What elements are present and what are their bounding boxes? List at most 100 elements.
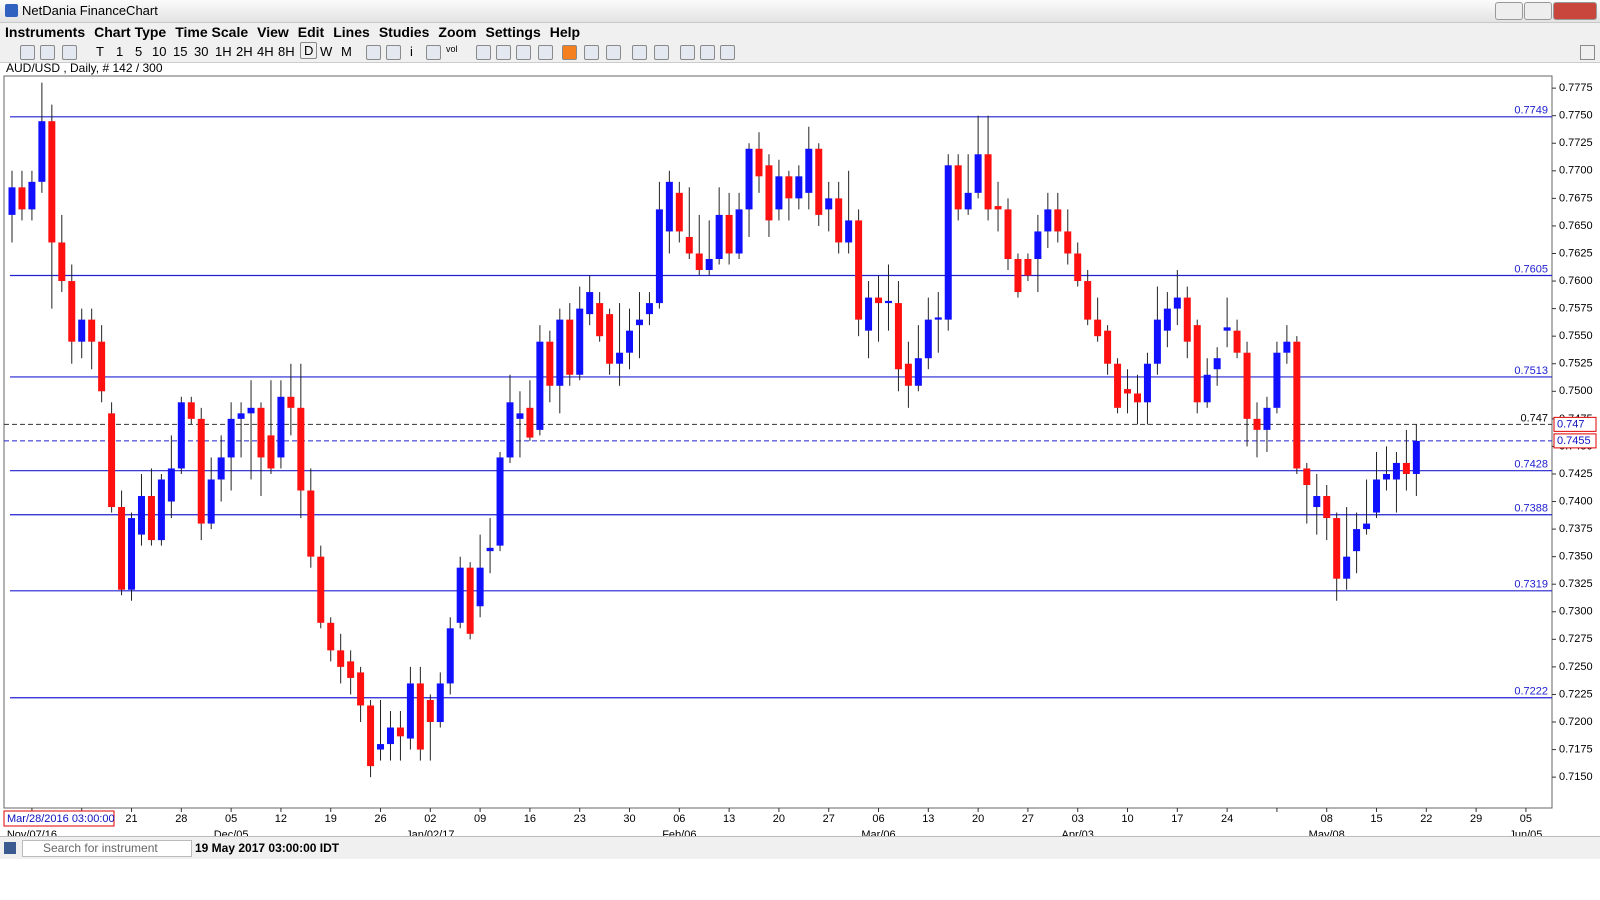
- candle-body: [586, 292, 594, 315]
- minimize-button[interactable]: [1495, 2, 1523, 20]
- candle-body: [207, 479, 215, 524]
- status-bar: Search for instrument 19 May 2017 03:00:…: [0, 836, 1600, 859]
- toolbar-icon[interactable]: [476, 45, 491, 60]
- candle-body: [745, 148, 753, 210]
- menu-item[interactable]: Instruments: [5, 24, 86, 40]
- candle-body: [825, 198, 833, 210]
- menu-item[interactable]: Lines: [333, 24, 370, 40]
- candle-body: [516, 413, 524, 419]
- x-tick-label: 29: [1470, 813, 1482, 825]
- menu-item[interactable]: Chart Type: [94, 24, 167, 40]
- price-box-label: 0.7455: [1557, 435, 1591, 447]
- toolbar-button[interactable]: vol: [446, 44, 458, 54]
- toolbar-button[interactable]: i: [410, 44, 413, 59]
- toolbar-icon[interactable]: [632, 45, 647, 60]
- candle-body: [78, 319, 86, 342]
- candle-body: [396, 727, 404, 737]
- candle-body: [984, 154, 992, 210]
- toolbar-icon[interactable]: [700, 45, 715, 60]
- candle-body: [695, 253, 703, 271]
- candle-body: [1283, 341, 1291, 353]
- toolbar-button[interactable]: W: [320, 44, 333, 59]
- candle-body: [934, 317, 942, 320]
- toolbar-button[interactable]: T: [96, 44, 104, 59]
- panel-icon[interactable]: [4, 842, 16, 854]
- x-tick-label: 28: [175, 813, 187, 825]
- candle-body: [227, 418, 235, 458]
- toolbar-icon[interactable]: [562, 45, 577, 60]
- toolbar-button[interactable]: 1H: [215, 44, 232, 59]
- menu-item[interactable]: Settings: [485, 24, 541, 40]
- candle-body: [785, 176, 793, 199]
- y-tick-label: 0.7500: [1559, 385, 1593, 397]
- toolbar-icon[interactable]: [538, 45, 553, 60]
- x-tick-label: 27: [823, 813, 835, 825]
- candle-body: [197, 418, 205, 524]
- x-tick-label: 05: [1520, 813, 1532, 825]
- candle-body: [805, 148, 813, 193]
- x-tick-label: 16: [524, 813, 536, 825]
- toolbar-icon[interactable]: [654, 45, 669, 60]
- toolbar-icon[interactable]: [720, 45, 735, 60]
- x-tick-label: 22: [1420, 813, 1432, 825]
- candle-body: [426, 699, 434, 723]
- candle-body: [705, 259, 713, 271]
- toolbar-icon[interactable]: [680, 45, 695, 60]
- menu-item[interactable]: Edit: [297, 24, 325, 40]
- candle-body: [1044, 209, 1052, 232]
- candle-body: [416, 683, 424, 750]
- x-tick-label: 24: [1221, 813, 1233, 825]
- search-box[interactable]: Search for instrument: [22, 840, 192, 857]
- toolbar-button[interactable]: 1: [116, 44, 124, 59]
- menu-item[interactable]: Zoom: [438, 24, 477, 40]
- candle-body: [875, 297, 883, 304]
- toolbar-button[interactable]: 10: [152, 44, 167, 59]
- candle-body: [1243, 352, 1251, 419]
- toolbar-button[interactable]: 4H: [257, 44, 274, 59]
- x-tick-label: 20: [972, 813, 984, 825]
- toolbar-button[interactable]: 8H: [278, 44, 295, 59]
- candle-body: [944, 165, 952, 320]
- toolbar-button[interactable]: M: [341, 44, 352, 59]
- toolbar-button[interactable]: 30: [194, 44, 209, 59]
- toolbar-button[interactable]: 5: [135, 44, 143, 59]
- menu-item[interactable]: Studies: [378, 24, 430, 40]
- toolbar-icon[interactable]: [426, 45, 441, 60]
- menu-item[interactable]: View: [257, 24, 289, 40]
- candle-body: [506, 402, 514, 458]
- toolbar-icon[interactable]: [386, 45, 401, 60]
- toolbar-button[interactable]: 2H: [236, 44, 253, 59]
- toolbar-icon[interactable]: [516, 45, 531, 60]
- toolbar-icon[interactable]: [366, 45, 381, 60]
- x-tick-label: 27: [1022, 813, 1034, 825]
- toolbar-icon[interactable]: [62, 45, 77, 60]
- toolbar-button[interactable]: D: [300, 42, 318, 59]
- y-tick-label: 0.7175: [1559, 743, 1593, 755]
- close-button[interactable]: [1553, 2, 1597, 20]
- y-tick-label: 0.7600: [1559, 275, 1593, 287]
- candle-body: [954, 165, 962, 210]
- x-tick-label: 03: [1072, 813, 1084, 825]
- candle-body: [118, 507, 126, 590]
- candle-body: [606, 314, 614, 364]
- toolbar-icon[interactable]: [20, 45, 35, 60]
- candle-body: [177, 402, 185, 469]
- toolbar-icon[interactable]: [584, 45, 599, 60]
- y-tick-label: 0.7700: [1559, 165, 1593, 177]
- toolbar-button[interactable]: 15: [173, 44, 188, 59]
- menu-item[interactable]: Help: [549, 24, 581, 40]
- x-tick-label: 12: [275, 813, 287, 825]
- x-tick-label: 20: [773, 813, 785, 825]
- maximize-button[interactable]: [1524, 2, 1552, 20]
- candle-body: [835, 198, 843, 243]
- menu-item[interactable]: Time Scale: [175, 24, 249, 40]
- level-label: 0.7388: [1514, 503, 1548, 515]
- toolbar-icon[interactable]: [40, 45, 55, 60]
- candle-body: [367, 705, 375, 767]
- toolbar-icon[interactable]: [496, 45, 511, 60]
- toolbar-icon[interactable]: [1580, 45, 1595, 60]
- chart: AUD/USD , Daily, # 142 / 300 0.7775 0.7750…: [3, 62, 1597, 836]
- toolbar-icon[interactable]: [606, 45, 621, 60]
